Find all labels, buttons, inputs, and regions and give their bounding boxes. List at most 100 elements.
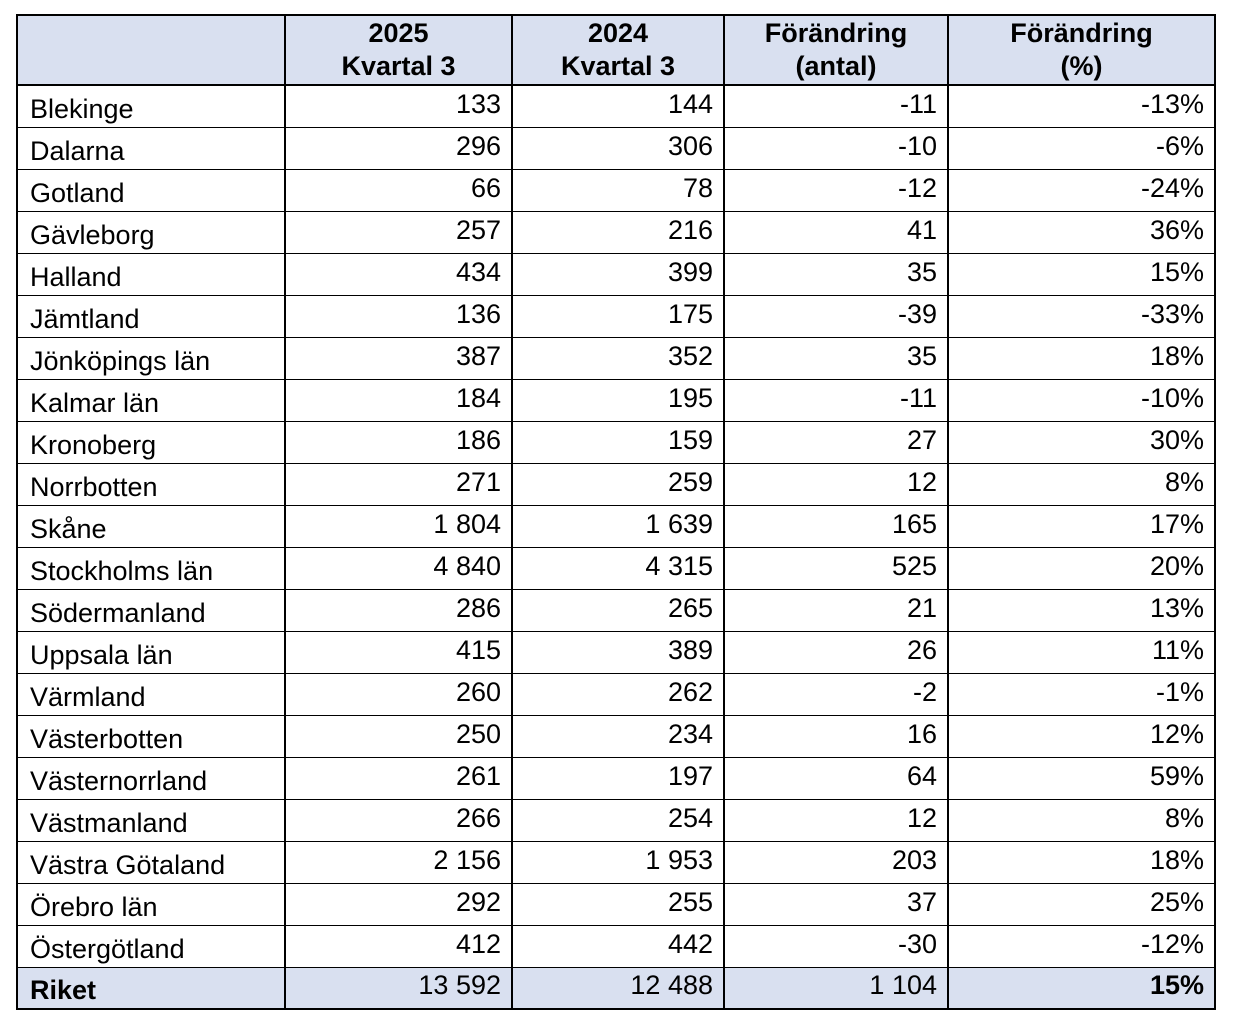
region-cell: Halland bbox=[16, 252, 286, 296]
value-2025-q3: 136 bbox=[455, 298, 501, 329]
value-2024-q3-cell: 234 bbox=[511, 714, 725, 758]
region-cell: Västmanland bbox=[16, 798, 286, 842]
regions-table-container: 2025 Kvartal 3 2024 Kvartal 3 Förändring… bbox=[16, 14, 1216, 1010]
region-label: Jämtland bbox=[30, 303, 140, 334]
value-2024-q3-cell: 78 bbox=[511, 168, 725, 212]
value-2025-q3-cell: 412 bbox=[284, 924, 513, 968]
value-2024-q3: 265 bbox=[667, 592, 713, 623]
value-2024-q3-cell: 197 bbox=[511, 756, 725, 800]
change-percent-value: 20% bbox=[1149, 550, 1204, 581]
change-percent-value: 15% bbox=[1149, 970, 1204, 1001]
region-cell: Stockholms län bbox=[16, 546, 286, 590]
value-2025-q3: 387 bbox=[455, 340, 501, 371]
change-percent-value: 30% bbox=[1149, 424, 1204, 455]
value-2024-q3-cell: 12 488 bbox=[511, 966, 725, 1010]
region-cell: Dalarna bbox=[16, 126, 286, 170]
value-2024-q3-cell: 216 bbox=[511, 210, 725, 254]
table-row: Kronoberg 186 159 27 30% bbox=[16, 420, 1216, 464]
value-2025-q3: 415 bbox=[455, 634, 501, 665]
change-count-value: 1 104 bbox=[869, 970, 937, 1001]
value-2025-q3: 266 bbox=[455, 802, 501, 833]
change-count-value: -30 bbox=[897, 928, 937, 959]
change-count-cell: 21 bbox=[723, 588, 949, 632]
change-count-value: 21 bbox=[906, 592, 937, 623]
change-percent-value: 18% bbox=[1149, 340, 1204, 371]
change-count-value: 525 bbox=[891, 550, 937, 581]
change-percent-value: -12% bbox=[1140, 928, 1204, 959]
header-line: (%) bbox=[1060, 51, 1103, 81]
change-percent-cell: 11% bbox=[947, 630, 1216, 674]
value-2025-q3: 412 bbox=[455, 928, 501, 959]
region-label: Dalarna bbox=[30, 135, 125, 166]
value-2025-q3-cell: 1 804 bbox=[284, 504, 513, 548]
change-percent-value: -10% bbox=[1140, 382, 1204, 413]
value-2025-q3-cell: 292 bbox=[284, 882, 513, 926]
header-line: 2025 bbox=[368, 18, 429, 49]
value-2025-q3: 250 bbox=[455, 718, 501, 749]
region-label: Västerbotten bbox=[30, 723, 184, 754]
change-percent-cell: -33% bbox=[947, 294, 1216, 338]
region-cell: Södermanland bbox=[16, 588, 286, 632]
value-2025-q3-cell: 415 bbox=[284, 630, 513, 674]
value-2025-q3-cell: 286 bbox=[284, 588, 513, 632]
table-row: Uppsala län 415 389 26 11% bbox=[16, 630, 1216, 674]
value-2025-q3: 257 bbox=[455, 214, 501, 245]
change-count-value: -10 bbox=[897, 130, 937, 161]
value-2025-q3: 4 840 bbox=[433, 550, 501, 581]
change-percent-cell: -12% bbox=[947, 924, 1216, 968]
value-2024-q3-cell: 255 bbox=[511, 882, 725, 926]
region-label: Västernorrland bbox=[30, 765, 208, 796]
region-label: Kalmar län bbox=[30, 387, 160, 418]
region-label: Värmland bbox=[30, 681, 146, 712]
value-2025-q3-cell: 4 840 bbox=[284, 546, 513, 590]
region-cell: Värmland bbox=[16, 672, 286, 716]
region-cell: Örebro län bbox=[16, 882, 286, 926]
change-count-value: 203 bbox=[891, 844, 937, 875]
change-percent-value: 17% bbox=[1149, 508, 1204, 539]
region-label: Södermanland bbox=[30, 597, 206, 628]
value-2024-q3: 306 bbox=[667, 130, 713, 161]
change-count-cell: 37 bbox=[723, 882, 949, 926]
value-2025-q3-cell: 186 bbox=[284, 420, 513, 464]
table-row: Gotland 66 78 -12 -24% bbox=[16, 168, 1216, 212]
value-2024-q3-cell: 265 bbox=[511, 588, 725, 632]
change-count-value: 35 bbox=[906, 256, 937, 287]
change-percent-value: -24% bbox=[1140, 172, 1204, 203]
value-2025-q3-cell: 184 bbox=[284, 378, 513, 422]
value-2025-q3-cell: 13 592 bbox=[284, 966, 513, 1010]
value-2025-q3: 286 bbox=[455, 592, 501, 623]
value-2024-q3-cell: 262 bbox=[511, 672, 725, 716]
table-row: Blekinge 133 144 -11 -13% bbox=[16, 84, 1216, 128]
change-percent-cell: 15% bbox=[947, 966, 1216, 1010]
change-count-cell: 27 bbox=[723, 420, 949, 464]
change-percent-cell: -13% bbox=[947, 84, 1216, 128]
change-percent-cell: -6% bbox=[947, 126, 1216, 170]
region-cell: Kalmar län bbox=[16, 378, 286, 422]
change-percent-cell: 18% bbox=[947, 336, 1216, 380]
change-count-cell: 16 bbox=[723, 714, 949, 758]
table-row: Södermanland 286 265 21 13% bbox=[16, 588, 1216, 632]
change-percent-value: 11% bbox=[1151, 634, 1204, 665]
table-row: Västerbotten 250 234 16 12% bbox=[16, 714, 1216, 758]
total-row: Riket 13 592 12 488 1 104 15% bbox=[16, 966, 1216, 1010]
change-count-cell: -10 bbox=[723, 126, 949, 170]
change-count-cell: 12 bbox=[723, 462, 949, 506]
table-row: Stockholms län 4 840 4 315 525 20% bbox=[16, 546, 1216, 590]
value-2024-q3-cell: 175 bbox=[511, 294, 725, 338]
table-footer: Riket 13 592 12 488 1 104 15% bbox=[16, 966, 1216, 1010]
change-percent-value: 8% bbox=[1164, 802, 1204, 833]
change-count-cell: 525 bbox=[723, 546, 949, 590]
header-change-count-cell: Förändring (antal) bbox=[723, 14, 949, 86]
region-label: Västmanland bbox=[30, 807, 188, 838]
change-count-value: 35 bbox=[906, 340, 937, 371]
region-cell: Norrbotten bbox=[16, 462, 286, 506]
region-cell: Västerbotten bbox=[16, 714, 286, 758]
change-count-cell: 1 104 bbox=[723, 966, 949, 1010]
region-label: Skåne bbox=[30, 513, 107, 544]
change-percent-cell: 59% bbox=[947, 756, 1216, 800]
change-count-value: 64 bbox=[906, 760, 937, 791]
value-2025-q3: 296 bbox=[455, 130, 501, 161]
region-label: Gävleborg bbox=[30, 219, 155, 250]
value-2024-q3: 175 bbox=[667, 298, 713, 329]
region-label: Örebro län bbox=[30, 891, 158, 922]
